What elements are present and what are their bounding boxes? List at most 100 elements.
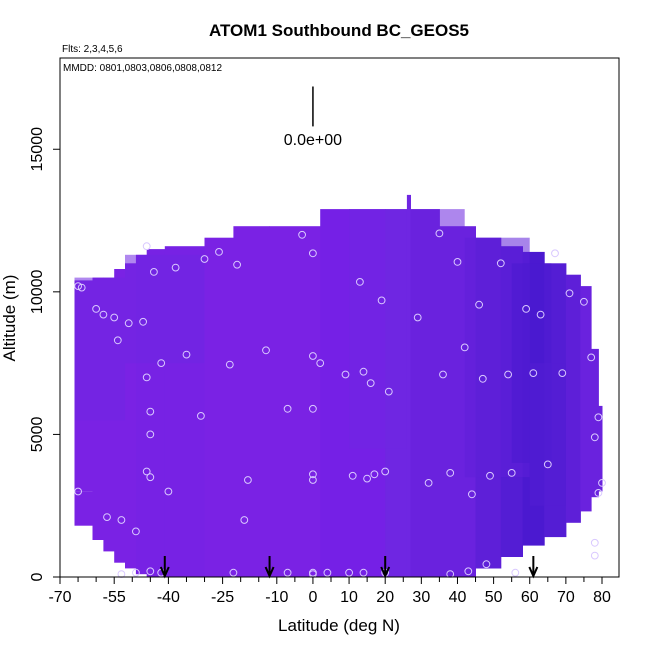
sample-point bbox=[590, 551, 599, 560]
sample-point bbox=[262, 346, 270, 355]
sample-point bbox=[413, 313, 422, 322]
curtain-shade-patch bbox=[125, 254, 205, 364]
sample-point bbox=[92, 305, 100, 313]
sample-point bbox=[453, 258, 462, 266]
sample-point bbox=[117, 516, 126, 524]
sample-point bbox=[323, 568, 332, 577]
sample-point bbox=[356, 278, 364, 286]
x-tick-label: 0 bbox=[308, 589, 317, 606]
sample-point bbox=[139, 317, 148, 326]
flights-note: Flts: 2,3,4,5,6 bbox=[62, 44, 123, 55]
flight-arrow-head bbox=[528, 566, 539, 579]
curtain-shade-patch bbox=[529, 363, 566, 506]
sample-point bbox=[598, 479, 606, 487]
y-tick-label: 5000 bbox=[29, 417, 46, 453]
sample-point bbox=[142, 373, 151, 382]
x-tick-label: -10 bbox=[265, 589, 288, 606]
sample-point bbox=[309, 476, 317, 484]
sample-point bbox=[594, 489, 603, 497]
flight-arrow bbox=[159, 556, 170, 579]
scale-bar-label: 0.0e+00 bbox=[284, 132, 342, 149]
x-tick-label: 30 bbox=[412, 589, 430, 606]
sample-point bbox=[507, 469, 516, 477]
sample-point bbox=[229, 568, 238, 577]
flight-arrow-head bbox=[264, 566, 275, 579]
curtain-shade-patch bbox=[410, 209, 465, 463]
x-tick-label: 20 bbox=[376, 589, 394, 606]
x-tick-label: 60 bbox=[521, 589, 539, 606]
sample-point bbox=[103, 513, 111, 521]
sample-point bbox=[309, 249, 317, 258]
sample-point bbox=[590, 538, 599, 547]
sample-point bbox=[74, 282, 82, 291]
flight-arrow bbox=[380, 556, 391, 579]
curtain-column bbox=[269, 226, 321, 577]
sample-point bbox=[590, 433, 599, 442]
x-tick-label: -40 bbox=[157, 589, 180, 606]
sample-point bbox=[435, 229, 444, 238]
x-axis: -70 -55 -40 -25 -10 0 10 20 30 40 50 60 70 80 bbox=[48, 577, 611, 606]
sample-point bbox=[478, 374, 487, 383]
sample-point bbox=[146, 473, 155, 482]
sample-point bbox=[124, 319, 133, 328]
chart-title: ATOM1 Southbound BC_GEOS5 bbox=[209, 21, 469, 40]
sample-point bbox=[77, 283, 86, 292]
y-axis: 0 5000 10000 15000 bbox=[29, 127, 60, 581]
curtain-column bbox=[320, 209, 350, 577]
sample-point bbox=[309, 352, 317, 360]
curtain-column bbox=[125, 263, 137, 569]
sample-point bbox=[587, 353, 596, 362]
sample-point bbox=[529, 369, 538, 378]
sample-point bbox=[439, 370, 447, 379]
sample-point bbox=[366, 379, 375, 388]
sample-point bbox=[363, 474, 372, 483]
curtain-fill bbox=[74, 194, 603, 577]
curtain-column bbox=[598, 405, 603, 492]
x-tick-label: -25 bbox=[211, 589, 234, 606]
sample-point bbox=[200, 255, 209, 263]
sample-point bbox=[359, 367, 368, 376]
curtain-column bbox=[580, 286, 592, 512]
sample-point bbox=[150, 268, 158, 276]
sample-point bbox=[240, 516, 249, 524]
x-tick-label: 40 bbox=[449, 589, 467, 606]
sample-point bbox=[551, 249, 559, 258]
dates-note: MMDD: 0801,0803,0806,0808,0812 bbox=[63, 63, 222, 74]
sample-point bbox=[522, 305, 530, 313]
y-tick-label: 10000 bbox=[29, 269, 46, 314]
flight-arrows bbox=[159, 556, 539, 579]
sample-point bbox=[233, 260, 242, 269]
sample-point bbox=[316, 359, 325, 368]
sample-point bbox=[486, 471, 494, 480]
sample-point bbox=[99, 310, 108, 319]
curtain-shade-patch bbox=[349, 209, 407, 449]
sample-point bbox=[341, 370, 350, 379]
sample-point bbox=[74, 487, 82, 496]
sample-point bbox=[146, 407, 155, 416]
x-tick-label: -70 bbox=[48, 589, 71, 606]
sample-point bbox=[558, 369, 567, 378]
curtain-shade-patch bbox=[74, 277, 126, 421]
y-axis-label: Altitude (m) bbox=[0, 275, 19, 362]
curtain-column bbox=[74, 491, 94, 526]
sample-point bbox=[536, 310, 545, 319]
x-axis-label: Latitude (deg N) bbox=[278, 616, 400, 635]
y-tick-label: 0 bbox=[29, 572, 46, 581]
sample-point bbox=[565, 289, 574, 298]
sample-point bbox=[424, 479, 433, 487]
curtain-column bbox=[135, 254, 148, 575]
sample-point bbox=[171, 263, 180, 272]
sample-point bbox=[215, 248, 223, 256]
sample-point bbox=[132, 568, 140, 577]
sample-points bbox=[74, 229, 606, 578]
sample-point bbox=[543, 460, 552, 469]
sample-point bbox=[464, 567, 473, 576]
sample-point bbox=[345, 568, 354, 577]
x-tick-label: 50 bbox=[485, 589, 503, 606]
sample-point bbox=[348, 471, 357, 480]
sample-point bbox=[142, 467, 151, 476]
sample-point bbox=[384, 387, 393, 396]
sample-point bbox=[182, 350, 191, 359]
sample-point bbox=[511, 568, 520, 577]
sample-point bbox=[580, 297, 588, 306]
